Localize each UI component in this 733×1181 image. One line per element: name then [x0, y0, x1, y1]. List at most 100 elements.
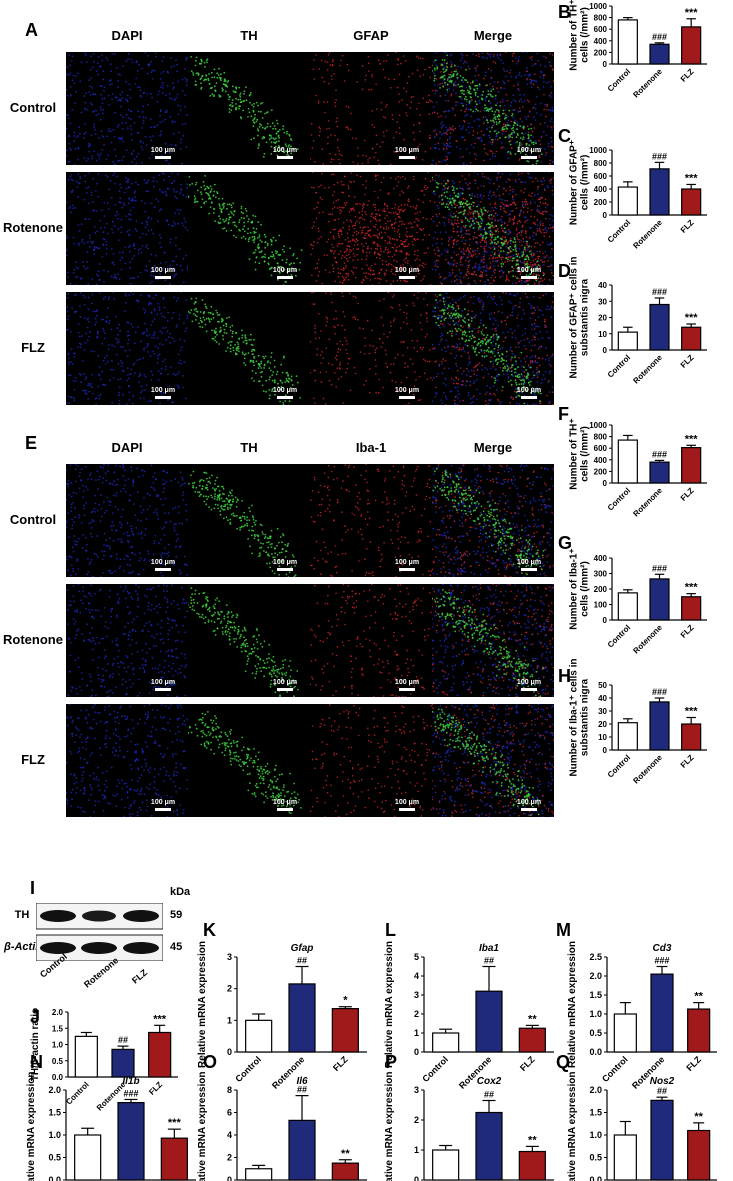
- chart-c-bar-control: [617, 186, 638, 216]
- chart-c-xtick-label: Control: [606, 218, 632, 244]
- chart-d-ytick-label: 20: [598, 314, 607, 323]
- panel-label-o: O: [203, 1052, 218, 1072]
- chart-j-ytick-label: 1.0: [52, 1041, 64, 1050]
- panel-label-q: Q: [556, 1052, 571, 1072]
- chart-d-bar-control: [617, 331, 638, 351]
- chart-n-title: Il1b: [122, 1076, 139, 1087]
- chart-m-title: Cd3: [653, 943, 672, 954]
- chart-j-bar-flz: [148, 1031, 172, 1078]
- chart-g-ytick-label: 400: [594, 554, 608, 563]
- micrograph-flz-merge: 100 μm: [432, 292, 554, 405]
- chart-p-ytick-label: 0: [414, 1175, 419, 1181]
- chart-q-ytick-label: 1.0: [589, 1130, 602, 1140]
- chart-d-ytick-label: 40: [598, 281, 607, 290]
- chart-p-sig-rotenone: ##: [484, 1090, 494, 1100]
- chart-l-xtick-label: Control: [420, 1054, 450, 1084]
- chart-n-ytick-label: 1.5: [48, 1108, 61, 1118]
- chart-p-ytick-label: 3: [414, 1085, 419, 1095]
- chart-p-ytick-label: 1: [414, 1145, 419, 1155]
- chart-g-xtick-label: Rotenone: [631, 623, 664, 656]
- chart-g-sig-rotenone: ###: [652, 563, 667, 573]
- micrograph-control-iba-1: 100 μm: [310, 464, 432, 577]
- chart-f-sig-flz: ***: [685, 433, 699, 445]
- chart-n-bar-rotenone: [117, 1101, 145, 1181]
- chart-b-ytick-label: 1000: [589, 2, 607, 11]
- chart-k-sig-rotenone: ##: [297, 956, 307, 966]
- chart-n-ytick-label: 1.0: [48, 1130, 61, 1140]
- chart-d-sig-rotenone: ###: [652, 287, 667, 297]
- chart-m-xtick-label: FLZ: [684, 1054, 703, 1073]
- chart-l-title: Iba1: [479, 943, 499, 954]
- chart-d-sig-flz: ***: [685, 312, 699, 324]
- micrograph-control-gfap: 100 μm: [310, 52, 432, 165]
- panel-label-a: A: [25, 20, 38, 40]
- scale-bar: 100 μm: [390, 679, 424, 691]
- chart-o-bar-flz: [331, 1162, 359, 1181]
- micrograph-control-merge: 100 μm: [432, 464, 554, 577]
- panel-label-f: F: [558, 404, 569, 424]
- scale-bar: 100 μm: [512, 387, 546, 399]
- chart-o-bar-control: [245, 1168, 273, 1181]
- chart-k-ylabel: Relative mRNA expression: [197, 941, 208, 1068]
- chart-h-xtick-label: Rotenone: [631, 753, 664, 786]
- chart-g-ylabel: cells (/mm²): [580, 561, 591, 617]
- blot-band: [81, 942, 117, 954]
- chart-d-ylabel: Number of GFAP⁺ cells in: [569, 257, 580, 379]
- chart-m-ytick-label: 0.5: [589, 1028, 602, 1038]
- chart-n-sig-rotenone: ###: [123, 1088, 138, 1098]
- chart-b-ytick-label: 0: [603, 60, 608, 69]
- chart-g-ytick-label: 100: [594, 601, 608, 610]
- chart-m-sig-rotenone: ###: [654, 956, 669, 966]
- chart-c-xtick-label: Rotenone: [631, 218, 664, 251]
- chart-k-title: Gfap: [291, 943, 314, 954]
- panel-label-p: P: [385, 1052, 398, 1072]
- chart-m-bar-control: [613, 1013, 637, 1053]
- chart-o-ytick-label: 8: [227, 1085, 232, 1095]
- scale-bar: 100 μm: [390, 799, 424, 811]
- chart-l-ytick-label: 2: [414, 1009, 419, 1019]
- panel-label-n: N: [30, 1052, 43, 1072]
- micrograph-control-th: 100 μm: [188, 52, 310, 165]
- chart-k-ytick-label: 3: [227, 952, 232, 962]
- chart-f-sig-rotenone: ###: [652, 449, 667, 459]
- chart-g-ylabel: Number of Iba-1⁺: [569, 548, 580, 629]
- chart-f-xtick-label: Rotenone: [631, 486, 664, 519]
- chart-g-xtick-label: FLZ: [679, 623, 696, 640]
- micrograph-flz-dapi: 100 μm: [66, 292, 188, 405]
- chart-o-title: Il6: [296, 1076, 308, 1087]
- micrograph-flz-gfap: 100 μm: [310, 292, 432, 405]
- panel-label-k: K: [203, 920, 216, 940]
- scale-bar: 100 μm: [146, 267, 180, 279]
- chart-p-ylabel: Relative mRNA expression: [384, 1072, 395, 1181]
- chart-m-bar-rotenone: [650, 973, 674, 1053]
- column-header-merge: Merge: [473, 440, 513, 455]
- chart-m-ytick-label: 1.5: [589, 990, 602, 1000]
- chart-f-bar-control: [617, 439, 638, 484]
- chart-f-ytick-label: 1000: [589, 421, 607, 430]
- chart-b-bar-control: [617, 19, 638, 65]
- chart-f-bar-rotenone: [649, 461, 670, 484]
- row-label-control: Control: [9, 512, 57, 527]
- chart-j-bar-control: [74, 1035, 98, 1078]
- row-label-rotenone: Rotenone: [3, 632, 63, 647]
- chart-l-bar-flz: [518, 1027, 546, 1053]
- chart-q-ytick-label: 2.0: [589, 1085, 602, 1095]
- chart-b-ytick-label: 400: [594, 37, 608, 46]
- chart-f-xtick-label: Control: [606, 486, 632, 512]
- chart-d-xtick-label: Rotenone: [631, 353, 664, 386]
- chart-l-bar-control: [432, 1032, 460, 1053]
- chart-g-sig-flz: ***: [685, 582, 699, 594]
- panel-label-d: D: [558, 261, 571, 281]
- chart-q-ytick-label: 0.5: [589, 1153, 602, 1163]
- micrograph-rotenone-merge: 100 μm: [432, 172, 554, 285]
- chart-h-xtick-label: Control: [606, 753, 632, 779]
- chart-m-xtick-label: Control: [600, 1054, 630, 1084]
- chart-c-ytick-label: 0: [603, 211, 608, 220]
- chart-j-ytick-label: 1.5: [52, 1024, 64, 1033]
- chart-c-ytick-label: 400: [594, 185, 608, 194]
- chart-g-ytick-label: 200: [594, 585, 608, 594]
- blot-band: [123, 942, 159, 954]
- micrograph-flz-th: 100 μm: [188, 292, 310, 405]
- chart-m-bar-flz: [687, 1008, 711, 1053]
- scale-bar: 100 μm: [146, 799, 180, 811]
